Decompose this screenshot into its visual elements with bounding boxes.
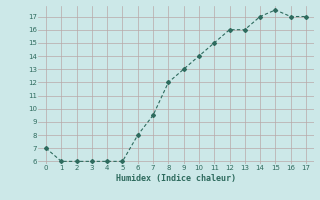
X-axis label: Humidex (Indice chaleur): Humidex (Indice chaleur) xyxy=(116,174,236,183)
